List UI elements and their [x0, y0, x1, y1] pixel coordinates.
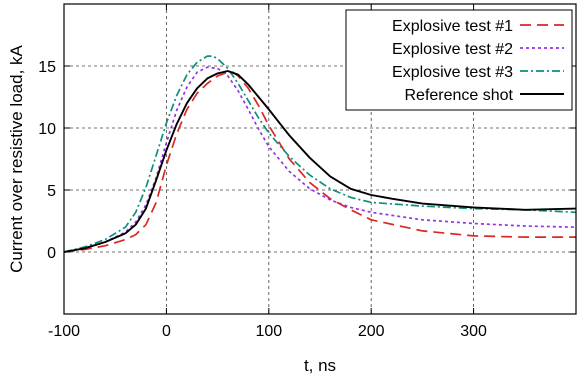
- axis-ticks: -100 0 100 200 300 0 5 10 15: [38, 4, 576, 340]
- x-tick-label: 0: [162, 323, 171, 340]
- y-tick-label: 0: [47, 245, 56, 262]
- y-axis-title: Current over resistive load, kA: [7, 44, 26, 272]
- series-line-1: [63, 71, 576, 253]
- y-tick-label: 5: [47, 183, 56, 200]
- plot-lines: [63, 55, 577, 253]
- legend-label: Explosive test #3: [392, 64, 513, 81]
- y-tick-label: 10: [38, 121, 56, 138]
- y-tick-label: 15: [38, 59, 56, 76]
- x-axis-title: t, ns: [304, 356, 336, 375]
- series-line-2: [63, 66, 577, 253]
- legend-label: Explosive test #2: [392, 41, 513, 58]
- series-line-3: [63, 55, 577, 253]
- x-tick-label: -100: [48, 323, 80, 340]
- x-tick-label: 100: [255, 323, 282, 340]
- plot-frame: [63, 3, 577, 315]
- legend: Explosive test #1 Explosive test #2 Explos…: [345, 9, 573, 111]
- legend-label: Reference shot: [404, 87, 513, 104]
- x-tick-label: 200: [358, 323, 385, 340]
- legend-label: Explosive test #1: [392, 18, 513, 35]
- x-tick-label: 300: [460, 323, 487, 340]
- series-line-4: [63, 70, 577, 253]
